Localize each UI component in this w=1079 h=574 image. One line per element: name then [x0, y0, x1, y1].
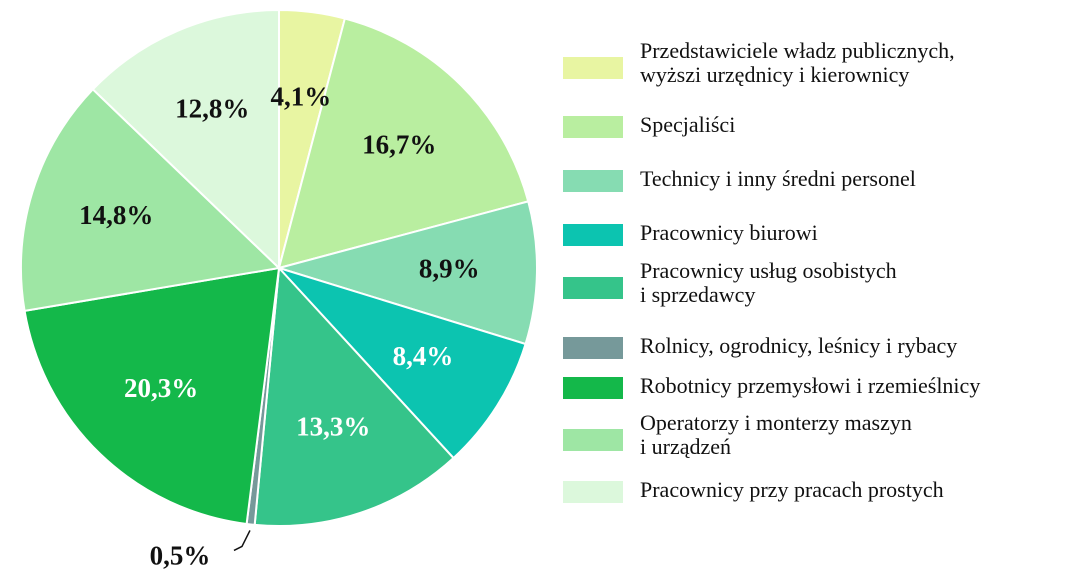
- legend-label: Przedstawiciele władz publicznych,: [640, 38, 955, 63]
- pie-slice: [275, 200, 538, 346]
- legend-label: wyższi urzędnicy i kierownicy: [640, 62, 909, 87]
- pie-slice: [20, 87, 282, 312]
- legend-swatch: [563, 429, 623, 451]
- legend-swatch: [563, 337, 623, 359]
- pie-slice: [277, 17, 530, 270]
- data-label: 8,9%: [419, 253, 480, 283]
- data-label: 13,3%: [296, 412, 370, 442]
- pie-slice: [275, 265, 527, 460]
- data-label: 16,7%: [362, 130, 436, 160]
- legend-swatch: [563, 224, 623, 246]
- legend-label: i urządzeń: [640, 434, 731, 459]
- legend-swatch: [563, 377, 623, 399]
- legend-label: Pracownicy przy pracach prostych: [640, 477, 944, 502]
- data-label: 20,3%: [124, 373, 198, 403]
- legend-label: i sprzedawcy: [640, 282, 755, 307]
- pie-slice: [23, 266, 281, 526]
- pie-slice: [91, 8, 280, 271]
- legend-swatch: [563, 170, 623, 192]
- data-label: 0,5%: [150, 541, 211, 571]
- legend-label: Specjaliści: [640, 112, 735, 137]
- data-label: 14,8%: [79, 200, 153, 230]
- legend-label: Pracownicy usług osobistych: [640, 258, 897, 283]
- data-label: 8,4%: [393, 341, 454, 371]
- legend-label: Robotnicy przemysłowi i rzemieślnicy: [640, 373, 980, 398]
- data-label: 4,1%: [271, 81, 332, 111]
- legend-label: Rolnicy, ogrodnicy, leśnicy i rybacy: [640, 333, 957, 358]
- legend-swatch: [563, 57, 623, 79]
- legend-swatch: [563, 481, 623, 503]
- legend-swatch: [563, 277, 623, 299]
- data-label: 12,8%: [175, 94, 249, 124]
- legend-label: Technicy i inny średni personel: [640, 166, 916, 191]
- leader-line: [233, 530, 251, 552]
- legend-label: Operatorzy i monterzy maszyn: [640, 410, 912, 435]
- legend-swatch: [563, 116, 623, 138]
- pie-slice: [253, 265, 455, 527]
- legend-label: Pracownicy biurowi: [640, 220, 818, 245]
